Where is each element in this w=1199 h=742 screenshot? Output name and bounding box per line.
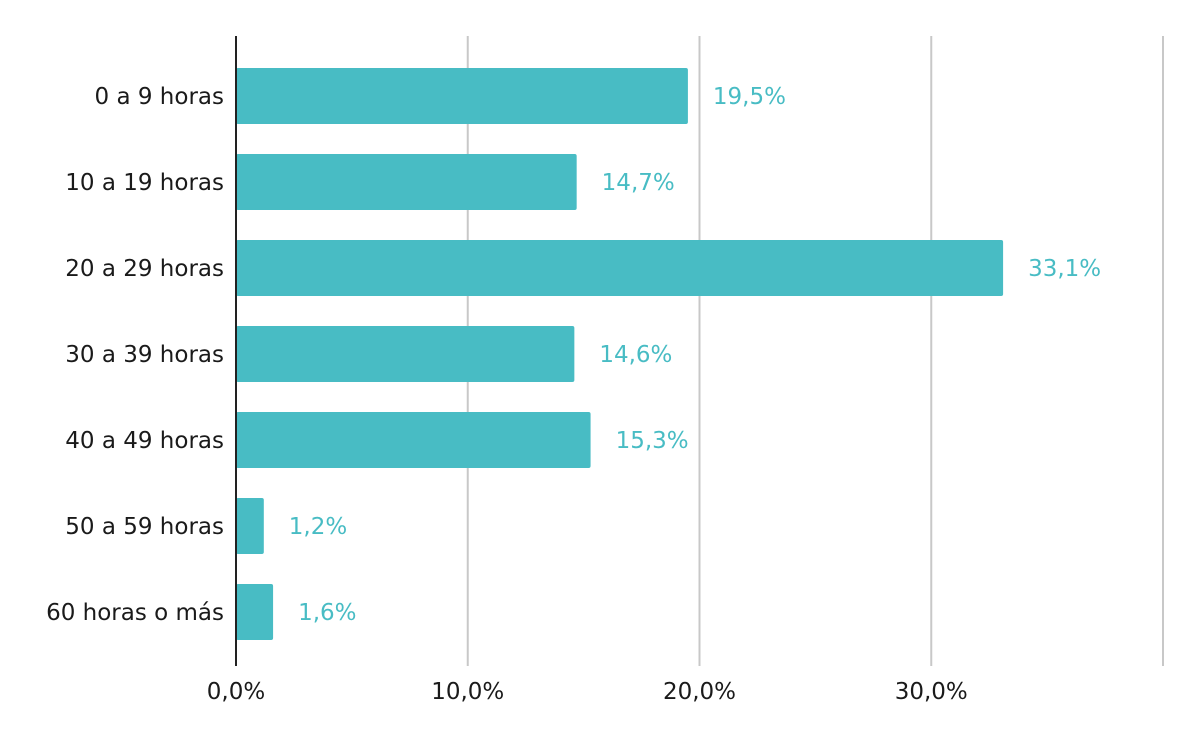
category-label-5: 50 a 59 horas: [65, 514, 224, 540]
value-label-0: 19,5%: [713, 84, 786, 110]
category-label-0: 0 a 9 horas: [95, 84, 224, 110]
value-label-6: 1,6%: [298, 600, 356, 626]
bars: [236, 68, 1004, 640]
bar-3: [236, 326, 575, 382]
category-label-6: 60 horas o más: [46, 600, 224, 626]
x-tick-label-3: 30,0%: [895, 679, 968, 705]
x-tick-label-2: 20,0%: [663, 679, 736, 705]
category-label-3: 30 a 39 horas: [65, 342, 224, 368]
bar-5: [236, 498, 264, 554]
bar-1: [236, 154, 577, 210]
category-label-4: 40 a 49 horas: [65, 428, 224, 454]
value-label-2: 33,1%: [1028, 256, 1101, 282]
category-label-1: 10 a 19 horas: [65, 170, 224, 196]
value-label-1: 14,7%: [602, 170, 675, 196]
bar-4: [236, 412, 591, 468]
category-label-2: 20 a 29 horas: [65, 256, 224, 282]
bar-6: [236, 584, 274, 640]
bar-2: [236, 240, 1004, 296]
value-label-4: 15,3%: [616, 428, 689, 454]
x-tick-label-1: 10,0%: [431, 679, 504, 705]
value-label-3: 14,6%: [599, 342, 672, 368]
x-tick-label-0: 0,0%: [207, 679, 265, 705]
value-labels: 19,5% 14,7% 33,1% 14,6% 15,3% 1,2% 1,6%: [289, 84, 1101, 626]
bar-0: [236, 68, 688, 124]
value-label-5: 1,2%: [289, 514, 347, 540]
x-tick-labels: 0,0% 10,0% 20,0% 30,0%: [207, 679, 968, 705]
category-labels: 0 a 9 horas 10 a 19 horas 20 a 29 horas 30 …: [46, 84, 224, 626]
